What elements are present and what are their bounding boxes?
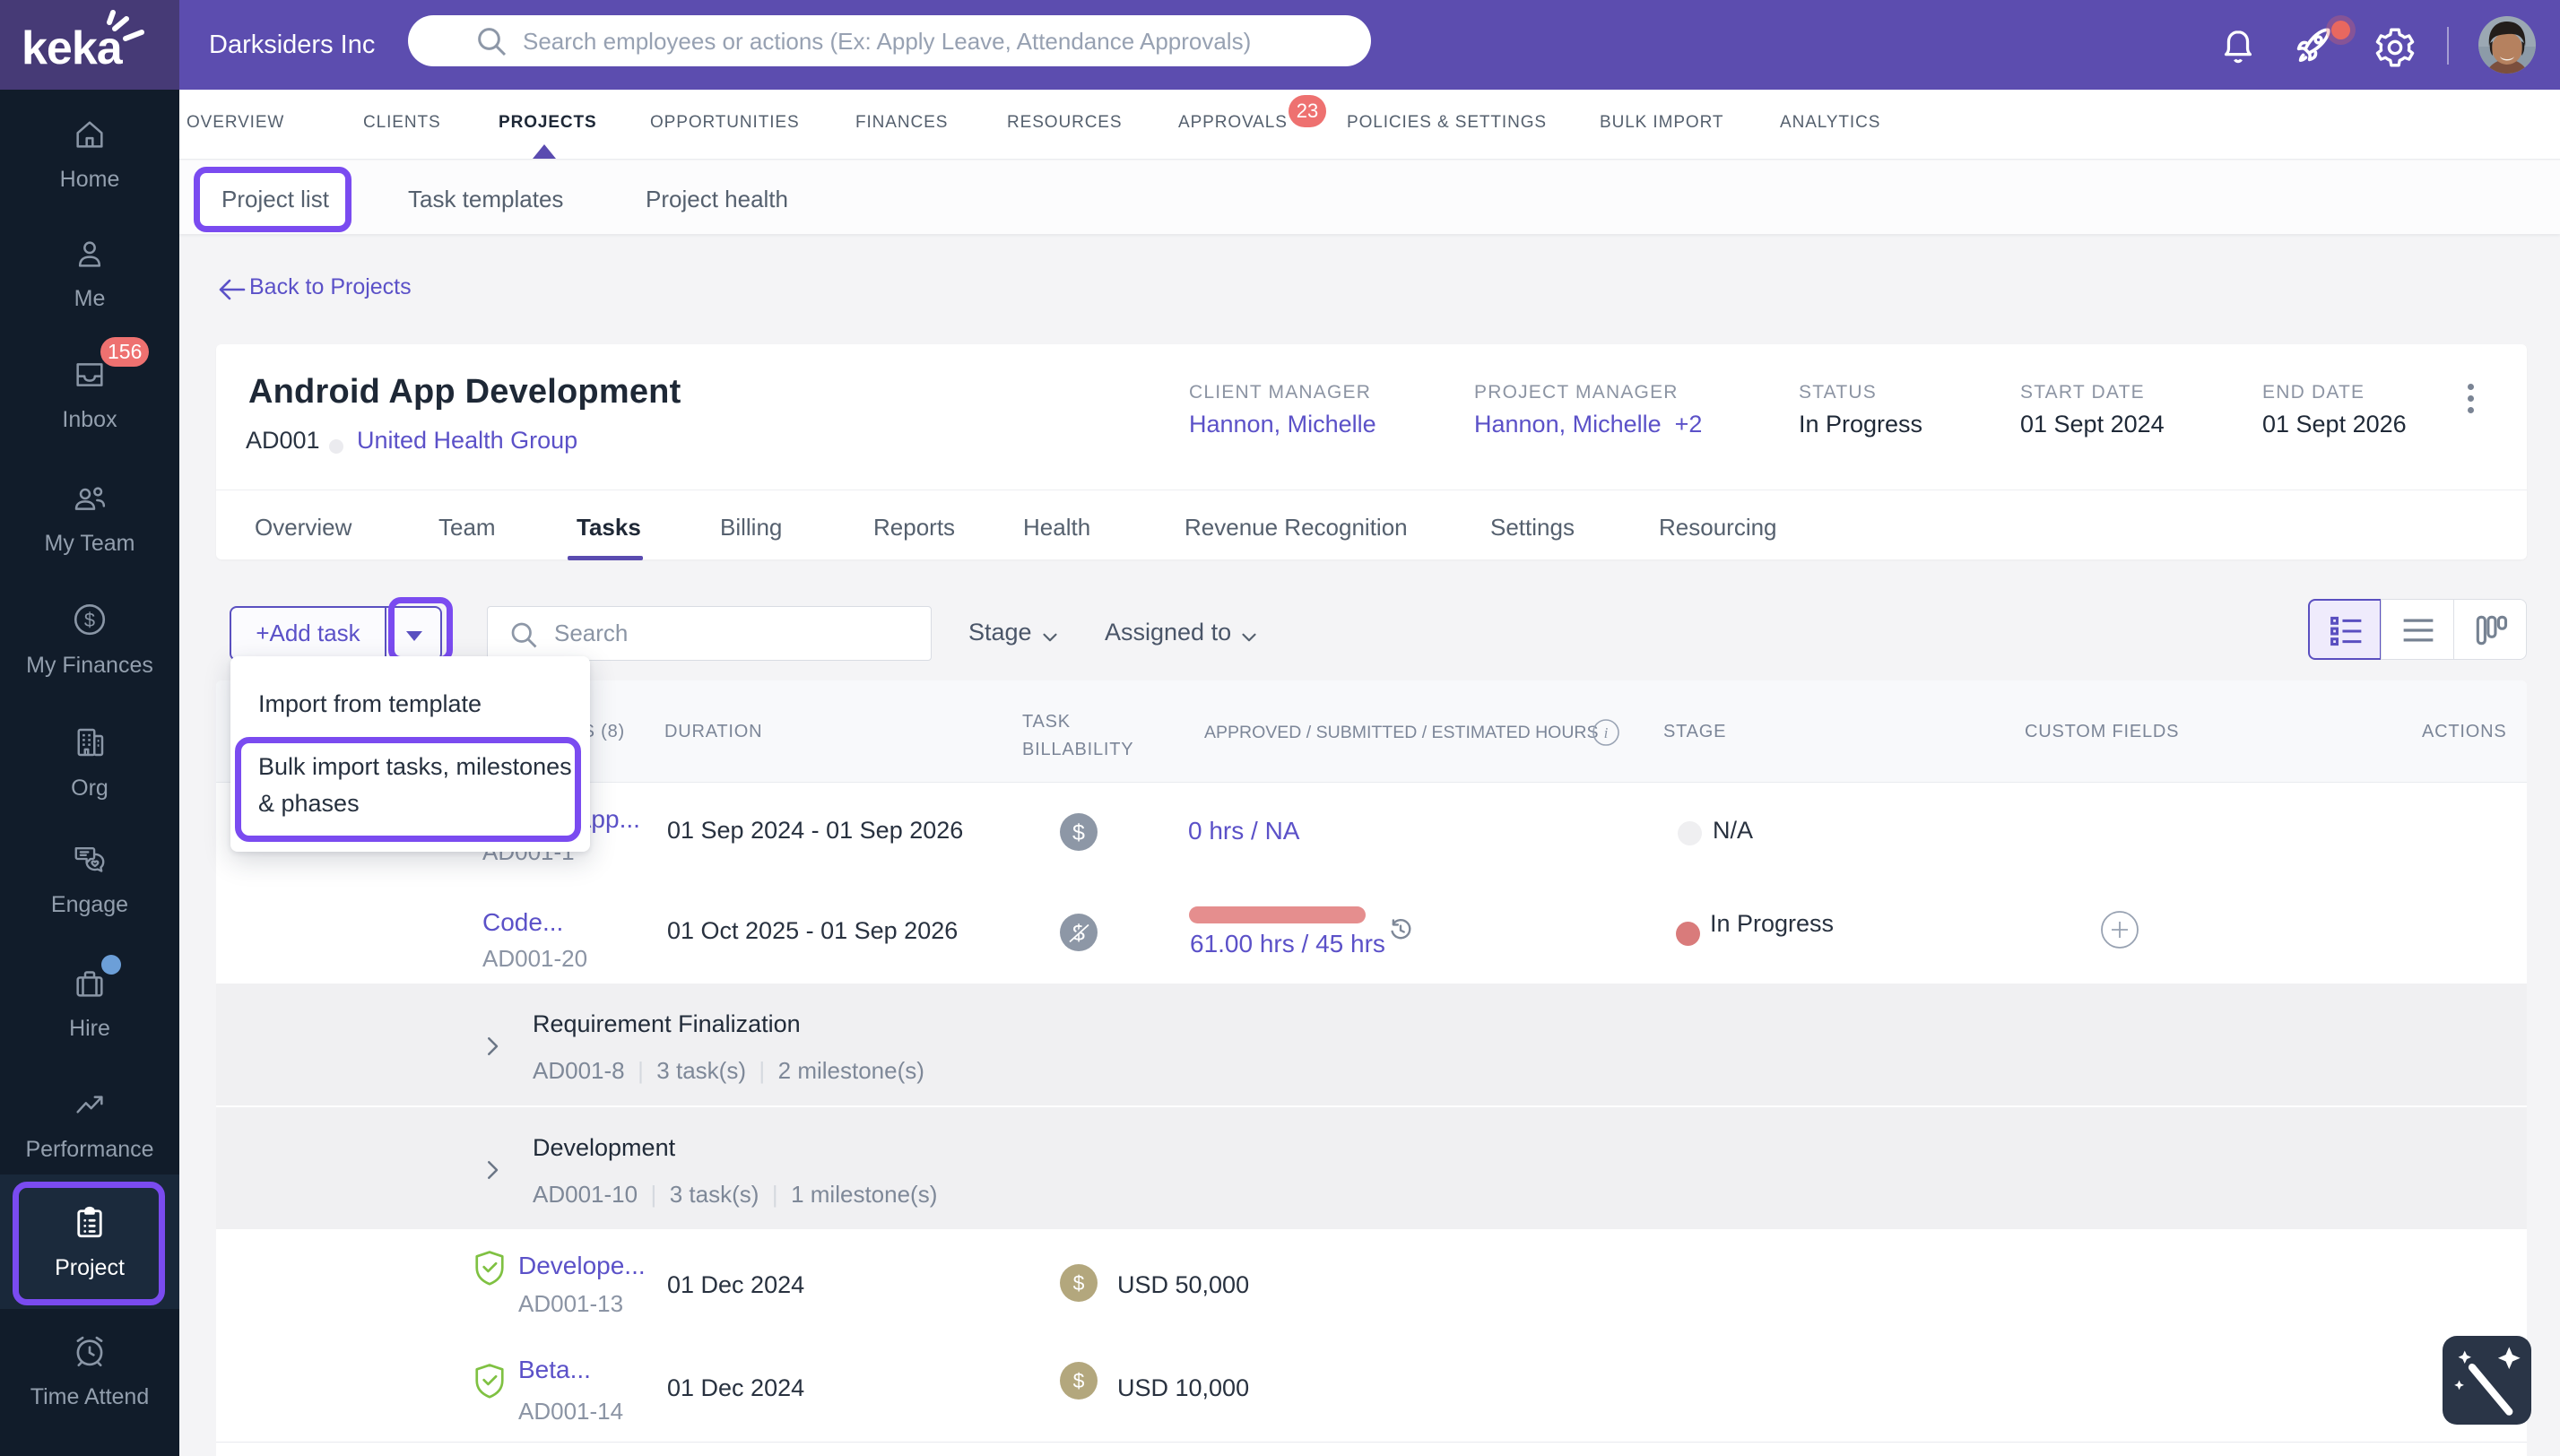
svg-text:$: $	[84, 609, 95, 631]
svg-text:$: $	[1072, 820, 1085, 845]
svg-text:$: $	[1073, 1369, 1085, 1392]
svg-text:$: $	[1073, 1271, 1085, 1295]
svg-text:keka: keka	[22, 22, 124, 74]
svg-text:i: i	[1604, 724, 1609, 741]
